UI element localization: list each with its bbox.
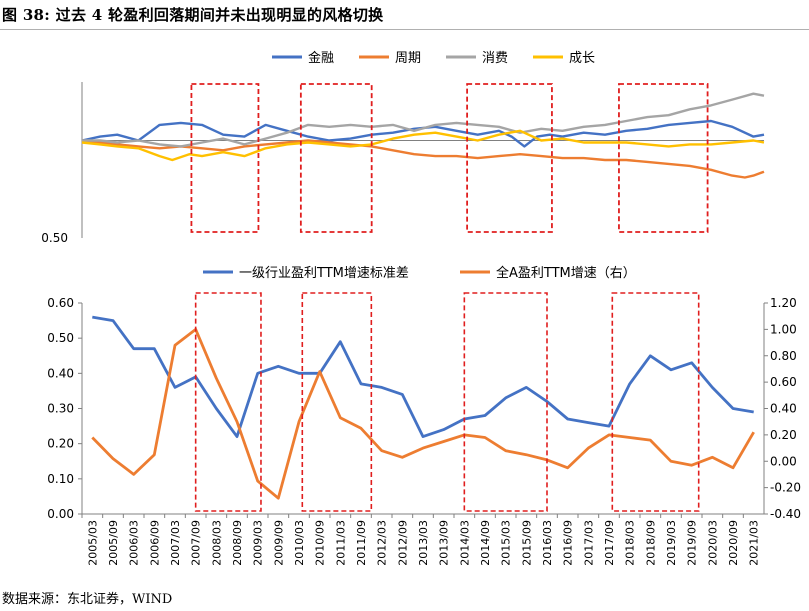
highlight-period-box	[466, 83, 553, 233]
x-tick-label: 2018/03	[624, 520, 637, 566]
right-y-tick-label: -0.40	[770, 507, 801, 521]
left-y-tick-label: 0.20	[47, 437, 74, 451]
x-tick-label: 2011/09	[355, 520, 368, 566]
title-divider	[0, 29, 809, 30]
highlight-period-box	[463, 292, 548, 512]
right-y-tick-label: 1.20	[770, 296, 797, 310]
highlight-period-box	[194, 292, 262, 512]
left-y-tick-label: 0.50	[47, 331, 74, 345]
legend-label: 周期	[395, 51, 421, 66]
x-tick-label: 2007/03	[169, 520, 182, 566]
x-tick-label: 2012/03	[376, 520, 389, 566]
top-y-tick-label: 0.50	[41, 231, 68, 245]
x-tick-label: 2008/03	[210, 520, 223, 566]
source-note: 数据来源：东北证券，WIND	[2, 592, 173, 607]
figure-title: 图 38: 过去 4 轮盈利回落期间并未出现明显的风格切换	[2, 6, 384, 24]
right-y-tick-label: 0.20	[770, 428, 797, 442]
top-series-series-line	[81, 119, 765, 148]
x-tick-label: 2015/09	[520, 520, 533, 566]
x-tick-label: 2016/03	[541, 520, 554, 566]
x-tick-label: 2014/03	[458, 520, 471, 566]
right-y-tick-label: 0.40	[770, 402, 797, 416]
highlight-period-box	[618, 83, 709, 233]
x-tick-label: 2005/03	[86, 520, 99, 566]
x-tick-label: 2018/09	[644, 520, 657, 566]
x-tick-label: 2021/03	[748, 520, 761, 566]
top-series-lines	[81, 92, 765, 179]
bottom-axes: 0.00 0.10 0.20 0.30 0.40 0.50 0.60 -0.40 -0.20 0.…	[47, 296, 801, 566]
top-series-series-line	[82, 92, 765, 148]
top-series-series-line	[81, 139, 765, 179]
legend-label: 消费	[482, 51, 508, 66]
bottom-legend: 一级行业盈利TTM增速标准差 全A盈利TTM增速（右）	[203, 265, 636, 281]
highlight-period-box	[299, 83, 373, 233]
top-series-series-line	[81, 129, 765, 162]
legend-label: 一级行业盈利TTM增速标准差	[239, 266, 409, 281]
x-tick-label: 2015/03	[500, 520, 513, 566]
style-index-chart: 金融 周期 消费 成长 0.50	[41, 50, 765, 245]
right-y-tick-label: 0.00	[770, 454, 797, 468]
bottom-series-left-line	[92, 315, 754, 438]
x-tick-label: 2012/09	[396, 520, 409, 566]
highlight-period-box	[611, 292, 700, 512]
right-y-tick-label: 0.60	[770, 375, 797, 389]
left-y-tick-label: 0.10	[47, 472, 74, 486]
highlight-period-box	[190, 83, 260, 233]
x-tick-label: 2020/03	[706, 520, 719, 566]
x-tick-label: 2017/03	[582, 520, 595, 566]
x-tick-label: 2006/09	[148, 520, 161, 566]
x-tick-label: 2009/09	[272, 520, 285, 566]
bottom-highlight-boxes	[194, 292, 700, 512]
x-tick-label: 2014/09	[479, 520, 492, 566]
x-tick-label: 2008/09	[231, 520, 244, 566]
legend-label: 全A盈利TTM增速（右）	[496, 265, 636, 281]
x-tick-label: 2011/03	[334, 520, 347, 566]
x-tick-label: 2013/09	[438, 520, 451, 566]
x-tick-label: 2020/09	[727, 520, 740, 566]
x-tick-label: 2010/03	[293, 520, 306, 566]
right-y-tick-label: -0.20	[770, 481, 801, 495]
top-highlight-boxes	[190, 83, 709, 233]
left-y-tick-label: 0.40	[47, 366, 74, 380]
x-tick-label: 2009/03	[252, 520, 265, 566]
left-y-tick-label: 0.00	[47, 507, 74, 521]
legend-label: 成长	[569, 51, 595, 66]
x-tick-label: 2017/09	[603, 520, 616, 566]
bottom-series-lines	[91, 315, 755, 500]
x-tick-label: 2010/09	[314, 520, 327, 566]
x-tick-label: 2013/03	[417, 520, 430, 566]
profit-growth-chart: 一级行业盈利TTM增速标准差 全A盈利TTM增速（右） 0.000.100.200…	[47, 265, 801, 566]
top-axes: 0.50	[41, 82, 764, 245]
x-tick-label: 2005/09	[107, 520, 120, 566]
x-tick-label: 2016/09	[562, 520, 575, 566]
left-y-tick-label: 0.30	[47, 402, 74, 416]
x-tick-label: 2019/03	[665, 520, 678, 566]
right-y-tick-label: 0.80	[770, 349, 797, 363]
x-tick-label: 2019/09	[686, 520, 699, 566]
x-tick-label: 2006/03	[128, 520, 141, 566]
x-tick-label: 2007/09	[190, 520, 203, 566]
legend-label: 金融	[308, 50, 334, 66]
top-legend: 金融 周期 消费 成长	[272, 50, 595, 66]
right-y-tick-label: 1.00	[770, 322, 797, 336]
bottom-series-right-line	[91, 328, 755, 500]
left-y-tick-label: 0.60	[47, 296, 74, 310]
highlight-period-box	[301, 292, 373, 512]
